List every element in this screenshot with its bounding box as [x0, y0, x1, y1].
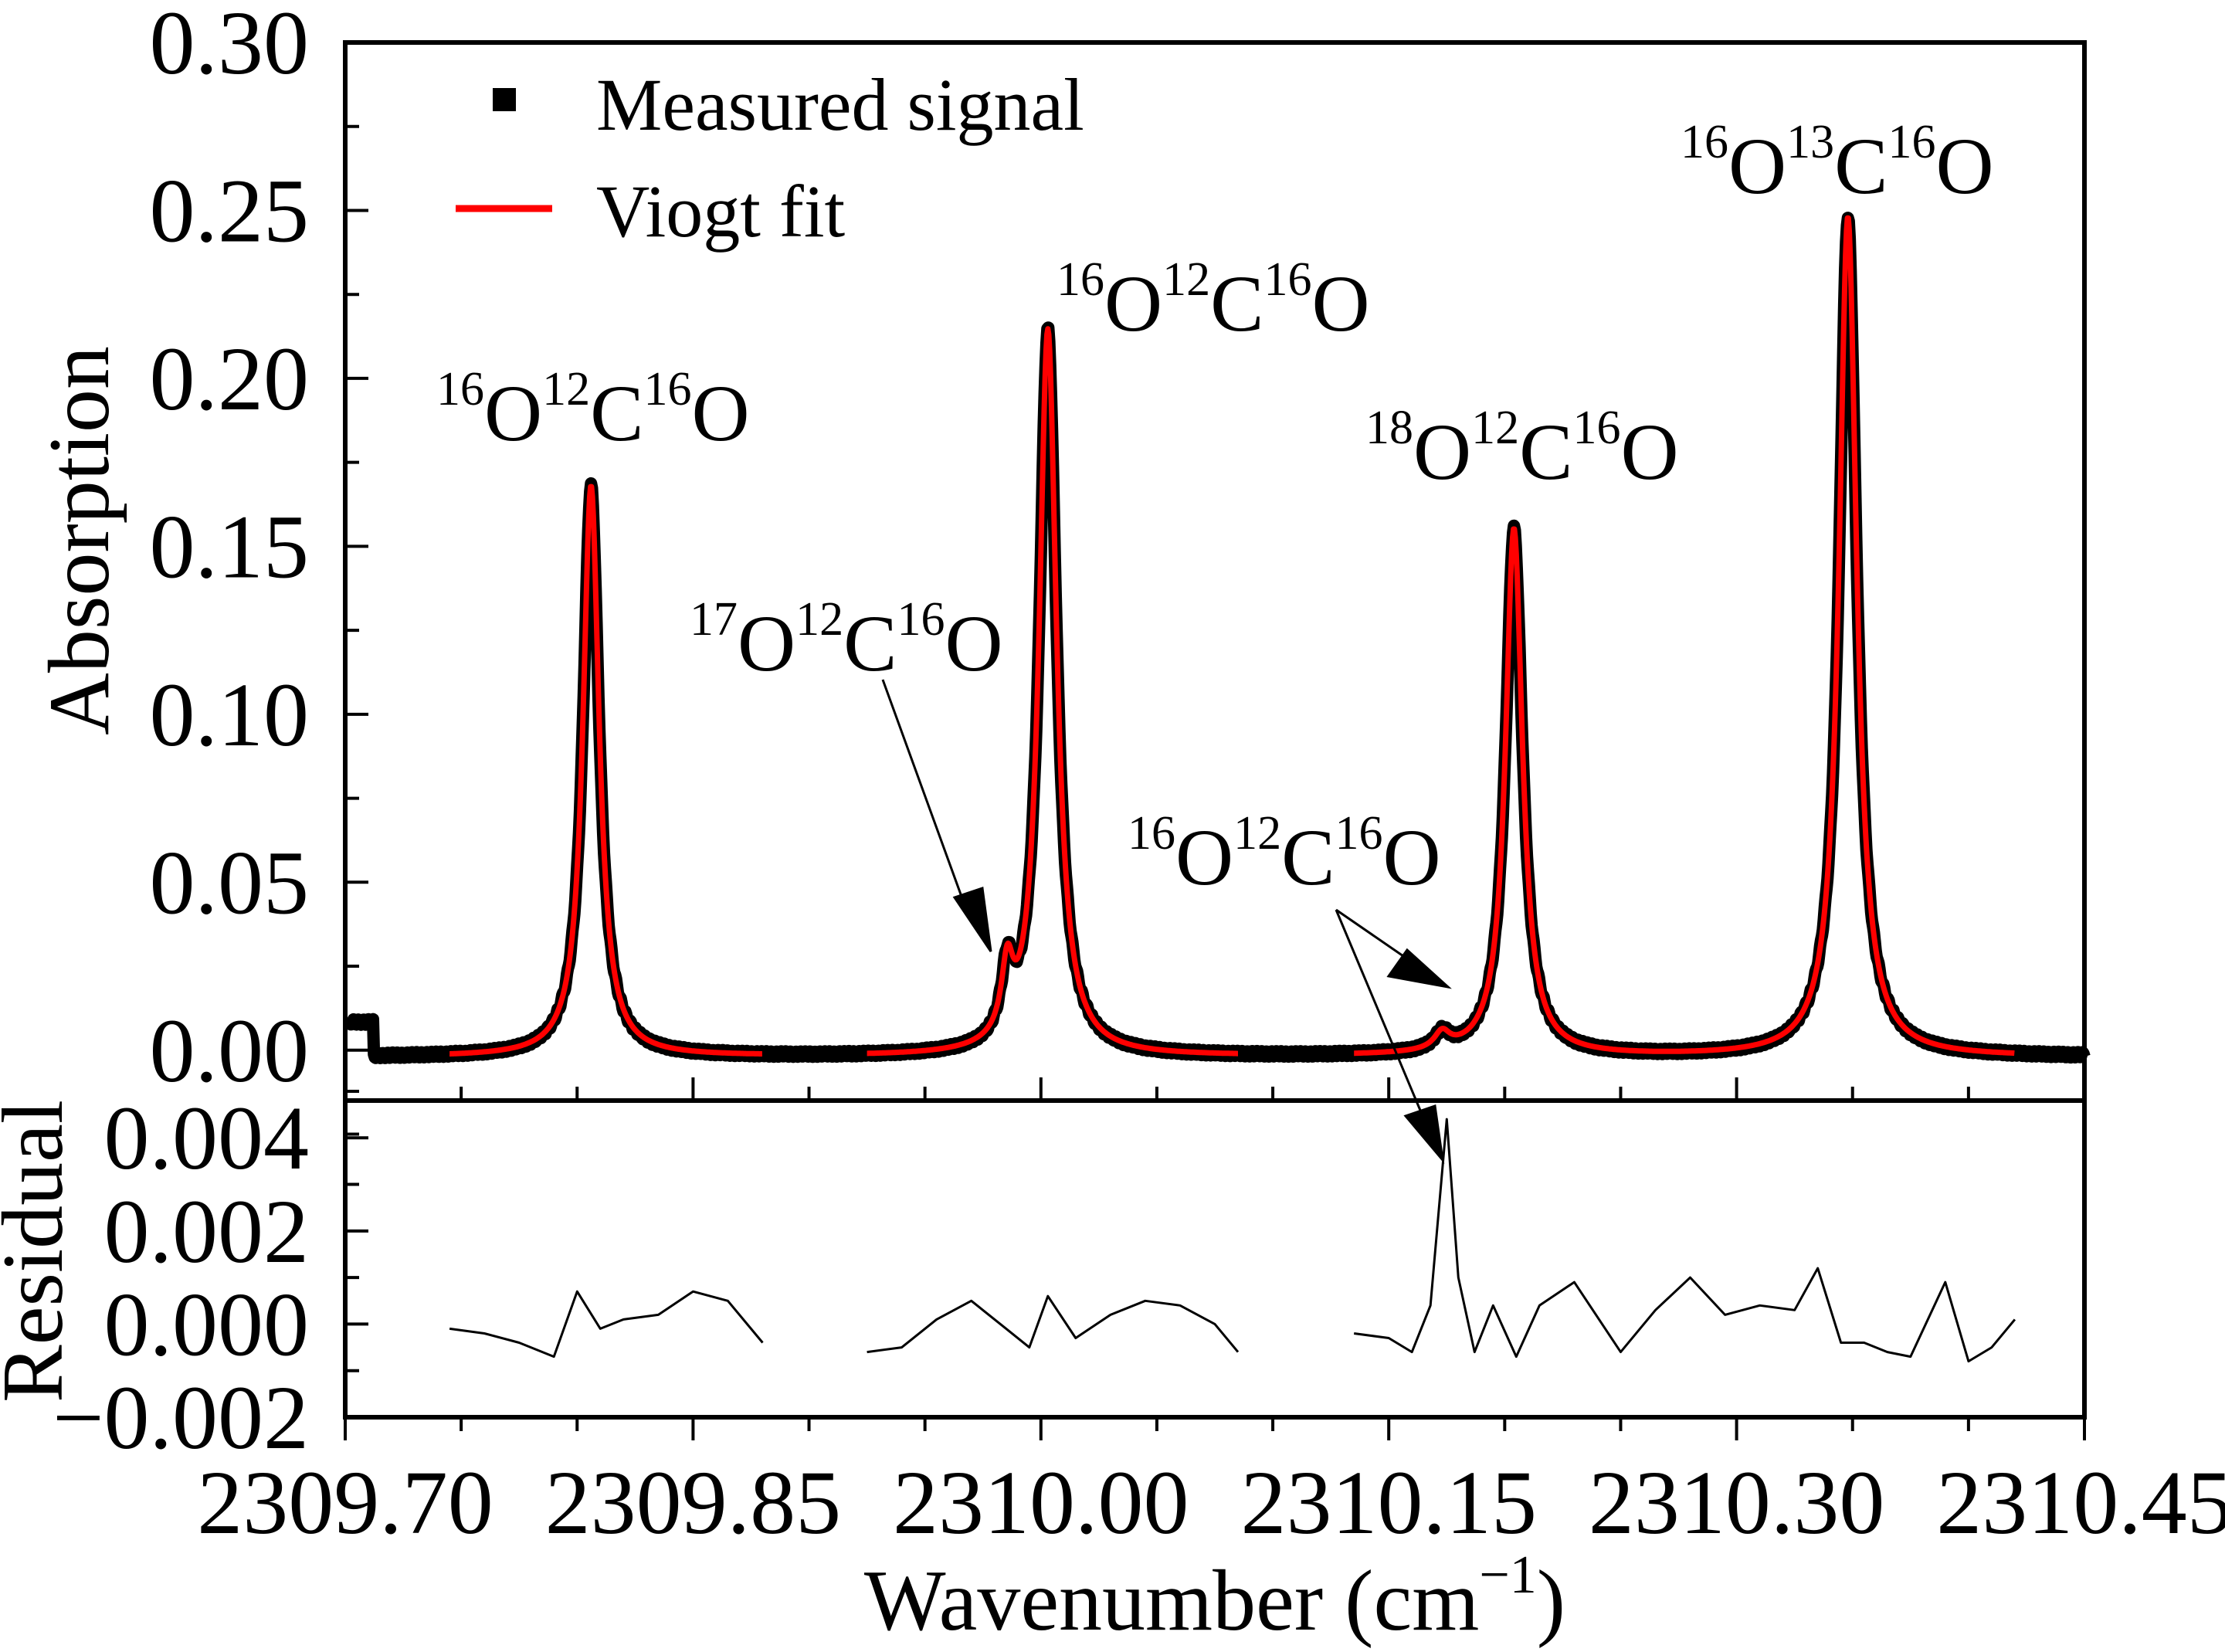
residual-segment-line: [449, 1290, 764, 1359]
arrow-16O-a-line: [1335, 908, 1406, 959]
annotation-label-3: 16O12C16O: [1057, 253, 1370, 348]
y-tick-label-residual: 0.000: [104, 1274, 310, 1375]
x-tick-labels: 2309.70 2309.85 2310.00 2310.15 2310.30 2310.…: [197, 1452, 2225, 1553]
y-axis-title-residual: Residual: [0, 1100, 81, 1403]
y-tick-label-absorption: 0.30: [150, 0, 310, 93]
arrow-16O-b-line: [1335, 909, 1423, 1113]
axis-ticks: [344, 41, 2086, 1440]
fit-segment-line: [447, 483, 765, 1057]
annotation-label-4: 16O12C16O: [1128, 807, 1441, 902]
x-tick-label: 2310.15: [1240, 1452, 1537, 1553]
residual-series: [449, 1118, 2016, 1363]
y-tick-label-absorption: 0.05: [150, 832, 310, 933]
residual-segment-line: [1354, 1118, 2016, 1363]
y-tick-label-residual: 0.004: [104, 1087, 310, 1189]
svg-text:16O13C16O: 16O13C16O: [1681, 116, 1994, 211]
y-tick-label-absorption: 0.25: [150, 160, 310, 261]
annotation-label-2: 17O12C16O: [690, 593, 1003, 688]
legend-marker-measured: [493, 88, 516, 111]
annotation-arrows: [881, 679, 1452, 1164]
x-axis-title-main: Wavenumber (cm: [864, 1553, 1479, 1649]
x-axis-title-close: ): [1537, 1553, 1565, 1649]
svg-text:16O12C16O: 16O12C16O: [1128, 807, 1441, 902]
arrow-17O-line: [881, 679, 968, 912]
x-tick-label: 2309.85: [545, 1452, 842, 1553]
legend-label-fit: Viogt fit: [596, 170, 846, 253]
legend: Measured signal Viogt fit: [456, 63, 1084, 253]
arrow-16O-a-head: [1386, 948, 1452, 989]
y-tick-labels: 0.000.050.100.150.200.250.30−0.0020.0000…: [53, 0, 309, 1468]
y-tick-label-absorption: 0.20: [150, 328, 310, 429]
annotation-label-5: 18O12C16O: [1365, 402, 1679, 497]
y-tick-label-residual: −0.002: [53, 1367, 309, 1468]
arrow-17O-head: [952, 887, 992, 952]
legend-label-measured: Measured signal: [596, 63, 1084, 146]
fit-series: [447, 215, 2016, 1057]
fit-segment-line: [865, 326, 1240, 1057]
annotation-label-6: 16O13C16O: [1681, 116, 1994, 211]
svg-text:17O12C16O: 17O12C16O: [690, 593, 1003, 688]
y-tick-label-absorption: 0.00: [150, 1000, 310, 1101]
residual-segment-line: [867, 1294, 1240, 1354]
fit-segment-line: [1352, 215, 2016, 1057]
y-axis-title-absorption: Absorption: [32, 346, 127, 735]
x-tick-label: 2310.00: [893, 1452, 1189, 1553]
annotation-label-1: 16O12C16O: [436, 363, 750, 458]
svg-text:16O12C16O: 16O12C16O: [1057, 253, 1370, 348]
x-tick-label: 2310.30: [1589, 1452, 1885, 1553]
svg-text:16O12C16O: 16O12C16O: [436, 363, 750, 458]
y-tick-label-absorption: 0.15: [150, 496, 310, 597]
x-tick-label: 2309.70: [197, 1452, 494, 1553]
x-axis-title: Wavenumber (cm−1): [864, 1545, 1565, 1649]
svg-text:18O12C16O: 18O12C16O: [1365, 402, 1679, 497]
x-axis-title-sup: −1: [1479, 1545, 1536, 1605]
y-tick-label-residual: 0.002: [104, 1181, 310, 1282]
arrow-16O-b-head: [1403, 1104, 1445, 1164]
y-tick-label-absorption: 0.10: [150, 664, 310, 765]
x-tick-label: 2310.45: [1936, 1452, 2225, 1553]
residual-panel-frame: [343, 1098, 2087, 1420]
